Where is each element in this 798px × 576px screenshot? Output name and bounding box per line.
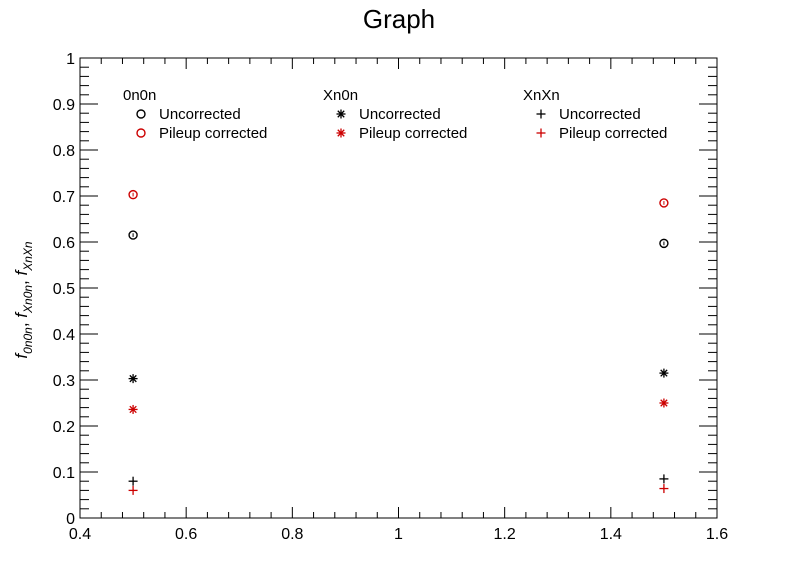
point-marker <box>128 404 138 414</box>
y-tick-label: 0 <box>66 511 75 528</box>
x-tick-label: 1.6 <box>706 526 728 543</box>
legend-group-title: XnXn <box>523 87 560 104</box>
legend-marker <box>536 109 546 119</box>
y-axis-title: f0n0n, fXn0n, fXnXn <box>12 241 35 359</box>
legend-marker <box>136 128 146 138</box>
legend-entry-label: Pileup corrected <box>159 125 267 142</box>
x-tick-label: 1 <box>394 526 403 543</box>
point-marker <box>659 484 669 494</box>
point-marker <box>659 238 669 249</box>
legend-group-xnxn: XnXn Uncorrected Pileup corrected <box>523 87 667 142</box>
y-axis-label-separator: , <box>12 318 31 327</box>
point-marker <box>659 198 669 208</box>
y-tick-label: 0.1 <box>53 465 75 482</box>
y-axis-label-subscript: 0n0n <box>21 327 35 354</box>
y-tick-label: 0.6 <box>53 235 75 252</box>
legend-entry-label: Uncorrected <box>359 106 441 123</box>
point-marker <box>128 485 138 495</box>
legend-group-title: Xn0n <box>323 87 358 104</box>
y-tick-label: 0.9 <box>53 97 75 114</box>
data-point-xnxn-uncorrected <box>128 476 138 486</box>
x-tick-label: 0.8 <box>281 526 303 543</box>
point-marker <box>128 374 138 384</box>
data-point-xn0n-pileup-corrected <box>128 404 138 414</box>
y-tick-label: 0.3 <box>53 373 75 390</box>
y-axis-label: f0n0n, fXn0n, fXnXn <box>12 241 35 359</box>
legend-entry-label: Uncorrected <box>559 106 641 123</box>
point-marker <box>659 474 669 484</box>
x-tick-label: 0.6 <box>175 526 197 543</box>
y-axis-label-base: f <box>12 311 31 318</box>
y-tick-label: 1 <box>66 51 75 68</box>
data-point-xnxn-pileup-corrected <box>659 484 669 494</box>
y-tick-label: 0.5 <box>53 281 75 298</box>
data-point-0n0n-uncorrected <box>659 238 669 249</box>
y-axis-label-subscript: XnXn <box>21 241 35 272</box>
legend-entry-label: Uncorrected <box>159 106 241 123</box>
point-marker <box>128 230 138 240</box>
data-point-xn0n-uncorrected <box>128 374 138 384</box>
legend-marker <box>536 128 546 138</box>
data-point-xn0n-uncorrected <box>659 368 669 378</box>
y-tick-label: 0.7 <box>53 189 75 206</box>
data-point-0n0n-pileup-corrected <box>659 198 669 208</box>
legend-entry-label: Pileup corrected <box>359 125 467 142</box>
axis-ticks: 0.4 0.6 0.8 1 1.2 1.4 1.6 0 0.1 0.2 0.3 0.4 0.5 0.6 0.… <box>53 51 728 543</box>
data-point-0n0n-pileup-corrected <box>128 189 138 200</box>
y-axis-label-separator: , <box>12 275 31 284</box>
legend-marker <box>136 109 146 119</box>
legend-marker <box>336 109 346 119</box>
data-point-xnxn-uncorrected <box>659 474 669 484</box>
data-point-0n0n-uncorrected <box>128 230 138 240</box>
point-marker <box>659 368 669 378</box>
legend-group-title: 0n0n <box>123 87 156 104</box>
x-tick-label: 1.4 <box>600 526 622 543</box>
x-tick-label: 0.4 <box>69 526 91 543</box>
y-tick-label: 0.8 <box>53 143 75 160</box>
legend-entry-label: Pileup corrected <box>559 125 667 142</box>
y-axis-label-subscript: Xn0n <box>21 285 35 314</box>
data-point-xnxn-pileup-corrected <box>128 485 138 495</box>
data-points <box>128 189 669 495</box>
point-marker <box>659 398 669 408</box>
y-tick-label: 0.2 <box>53 419 75 436</box>
point-marker <box>128 476 138 486</box>
chart-title: Graph <box>363 4 435 34</box>
x-tick-label: 1.2 <box>494 526 516 543</box>
legend-marker <box>336 128 346 138</box>
data-point-xn0n-pileup-corrected <box>659 398 669 408</box>
point-marker <box>128 189 138 200</box>
y-tick-label: 0.4 <box>53 327 75 344</box>
y-axis-label-base: f <box>12 268 31 275</box>
y-axis-label-base: f <box>12 352 31 359</box>
